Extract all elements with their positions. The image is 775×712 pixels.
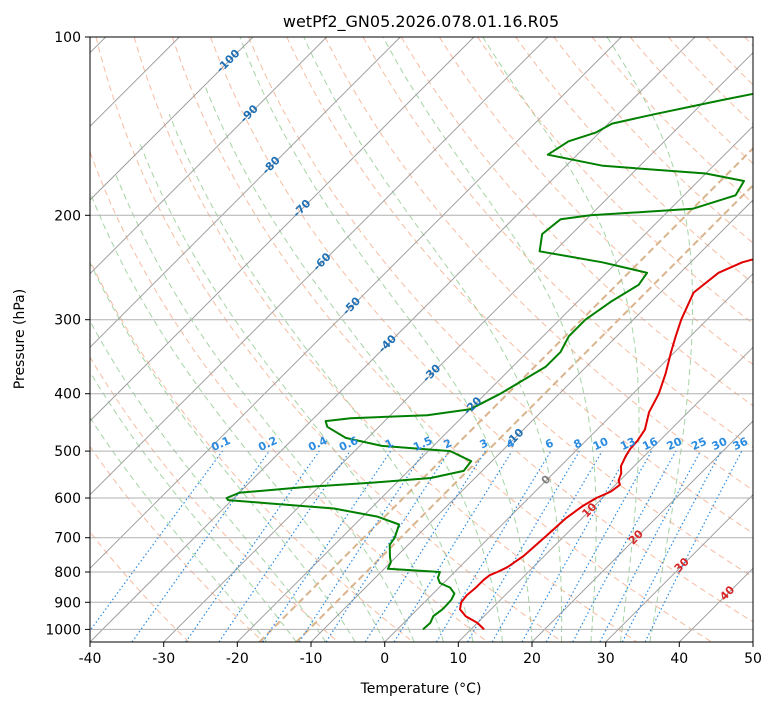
x-tick-label: 40 (670, 651, 688, 667)
x-tick-label: -40 (79, 651, 102, 667)
x-tick-label: 30 (597, 651, 615, 667)
x-tick-label: -30 (152, 651, 175, 667)
x-tick-label: -20 (226, 651, 249, 667)
x-tick-label: 0 (380, 651, 389, 667)
y-tick-label: 500 (54, 444, 81, 460)
x-tick-label: -10 (300, 651, 323, 667)
chart-title: wetPf2_GN05.2026.078.01.16.R05 (283, 12, 559, 32)
x-tick-label: 10 (449, 651, 467, 667)
y-tick-label: 100 (54, 30, 81, 46)
plot-area: -100-90-80-70-60-50-40-30-20-10010203040… (0, 37, 775, 642)
y-tick-label: 800 (54, 565, 81, 581)
x-tick-label: 20 (523, 651, 541, 667)
y-tick-label: 400 (54, 387, 81, 403)
y-tick-label: 700 (54, 531, 81, 547)
y-axis-label: Pressure (hPa) (12, 289, 28, 389)
y-tick-label: 200 (54, 208, 81, 224)
y-tick-label: 900 (54, 595, 81, 611)
x-tick-label: 50 (744, 651, 762, 667)
y-tick-label: 1000 (45, 622, 81, 638)
x-axis-label: Temperature (°C) (360, 681, 482, 697)
y-tick-label: 300 (54, 313, 81, 329)
plot-background (90, 37, 753, 642)
y-tick-label: 600 (54, 491, 81, 507)
